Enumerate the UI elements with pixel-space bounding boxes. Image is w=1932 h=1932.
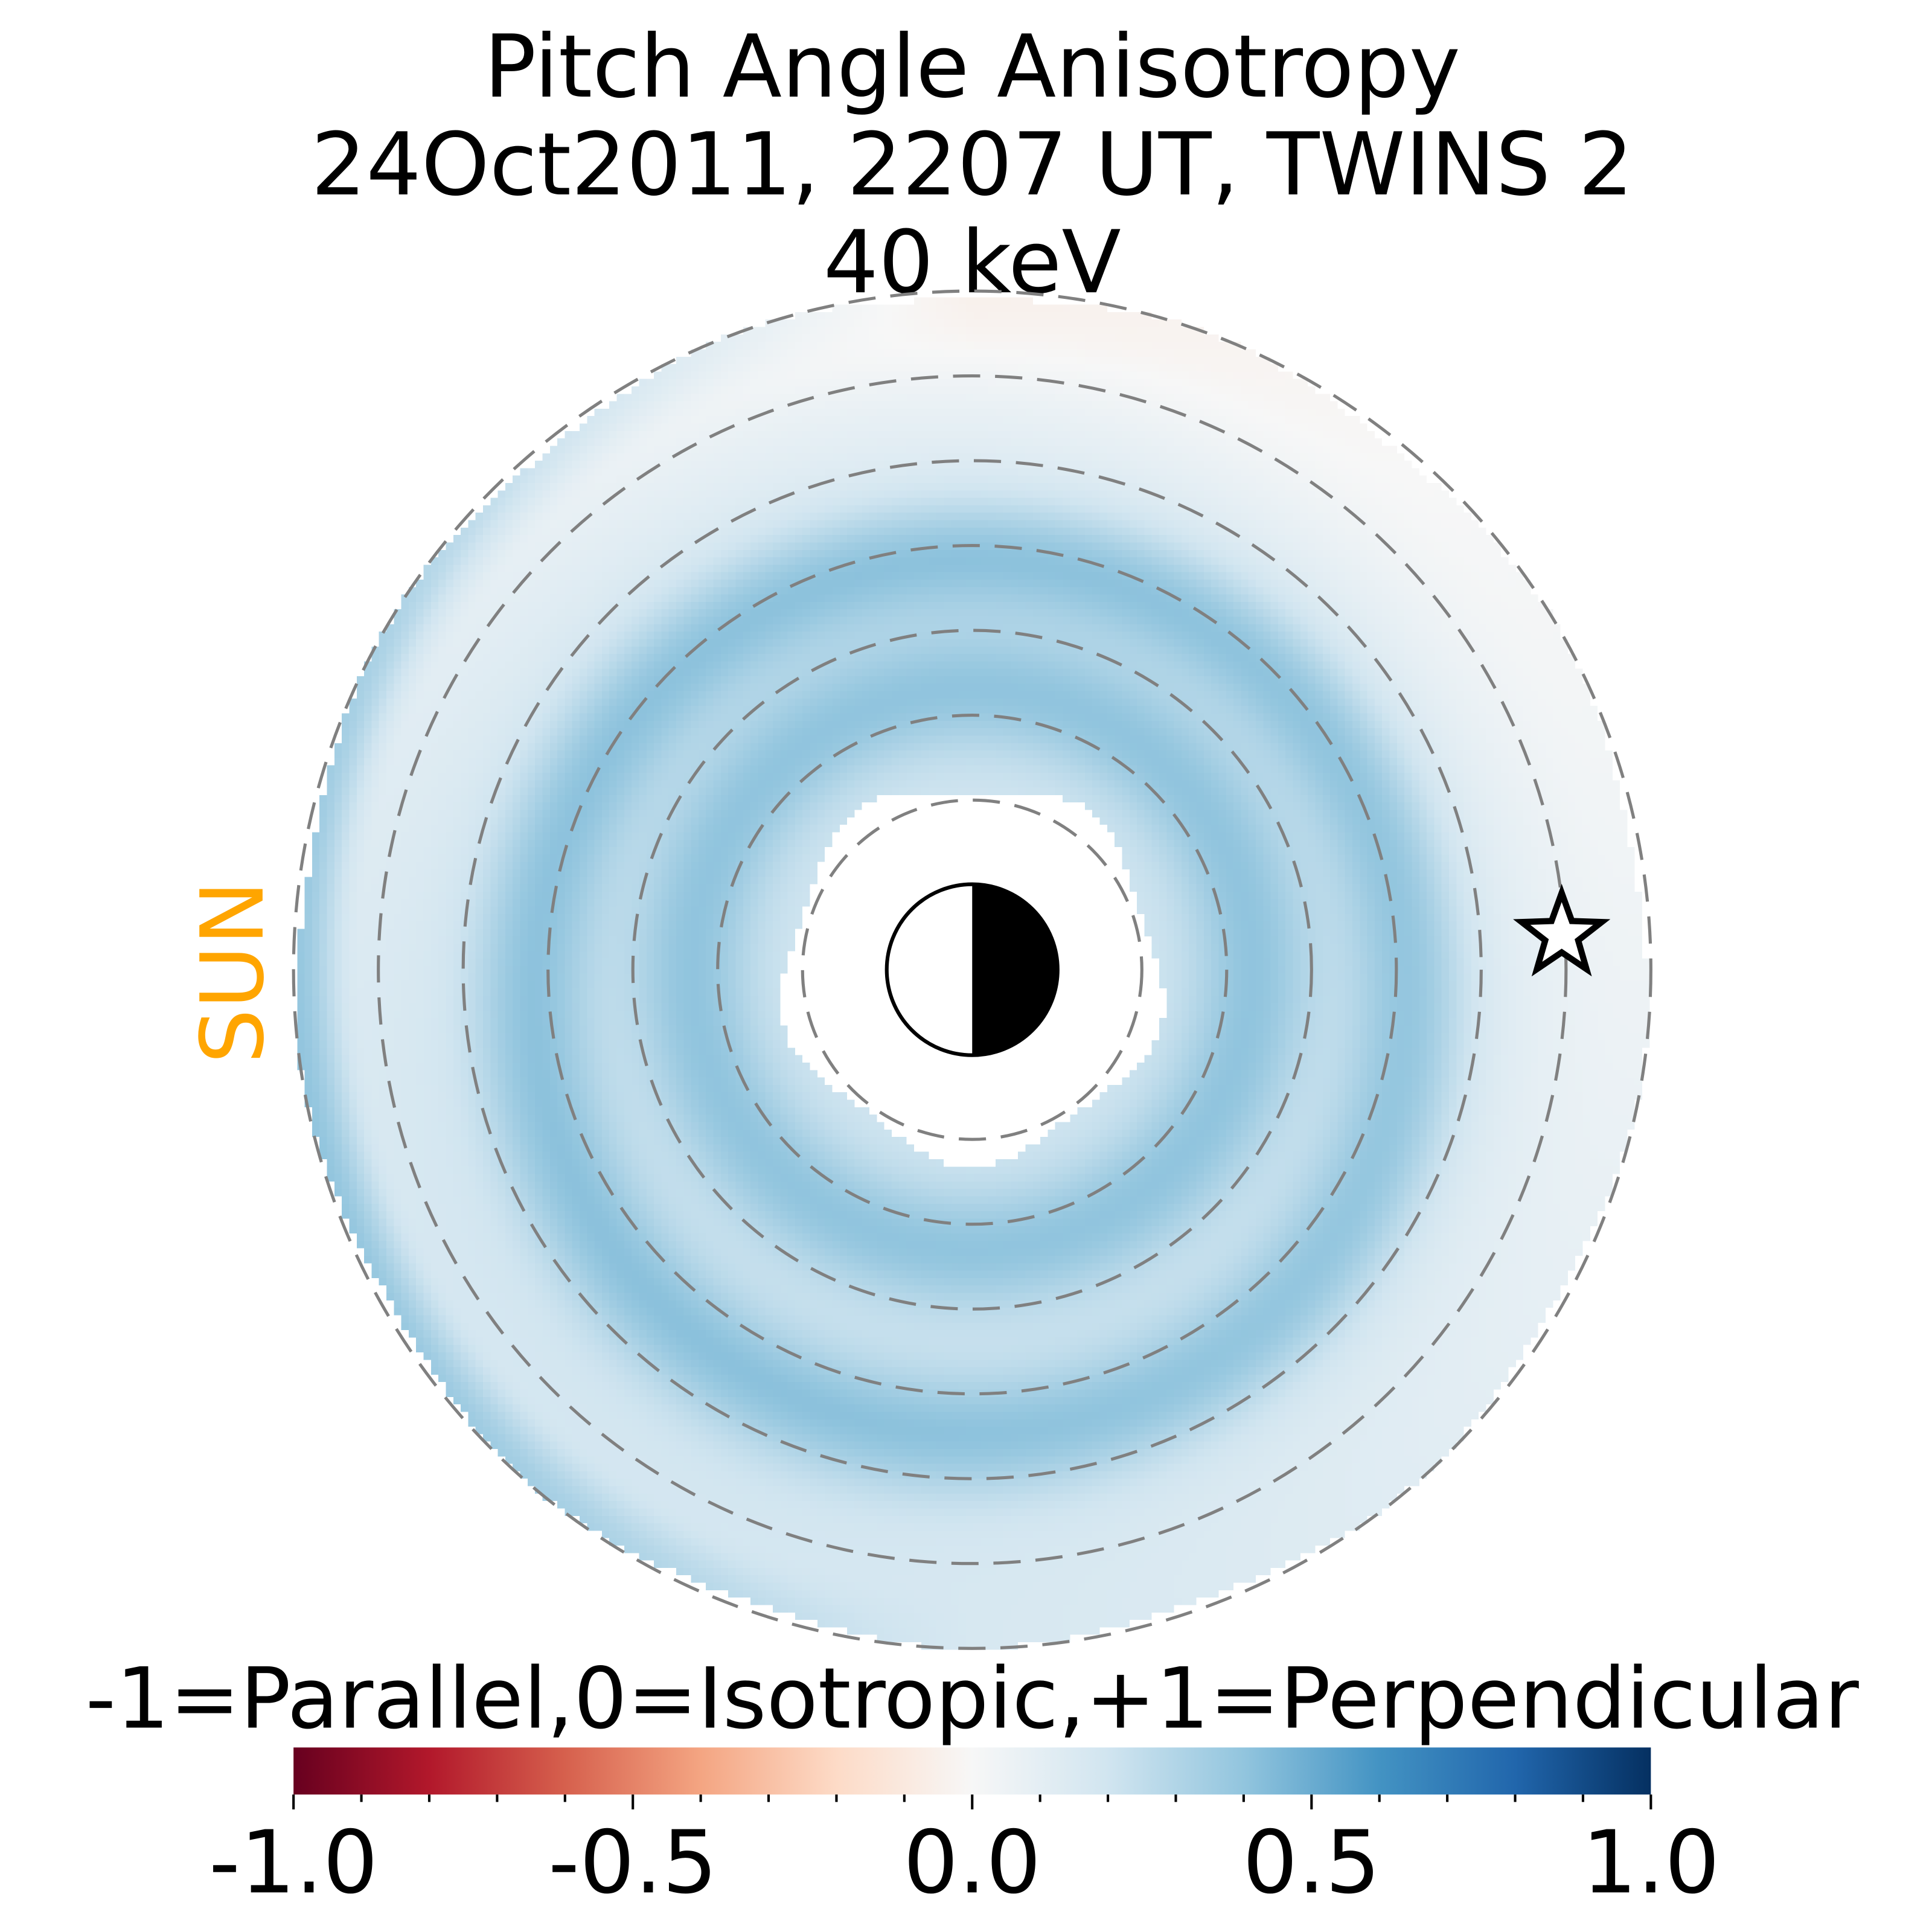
colorbar-tick-label: 0.5	[1243, 1812, 1380, 1913]
title-line-1: Pitch Angle Anisotropy	[484, 16, 1460, 117]
title-line-3: 40 keV	[824, 212, 1121, 313]
grid-circle	[461, 459, 1483, 1480]
title-line-2: 24Oct2011, 2207 UT, TWINS 2	[311, 114, 1633, 215]
colorbar-tick-label: -0.5	[548, 1812, 717, 1913]
radial-grid	[292, 289, 1652, 1650]
earth-icon	[884, 882, 1060, 1057]
star-icon	[1513, 883, 1611, 977]
sun-label: SUN	[182, 880, 283, 1064]
grid-circle	[716, 714, 1229, 1226]
colorbar-label: -1=Parallel,0=Isotropic,+1=Perpendicular	[86, 1650, 1860, 1748]
grid-circle	[546, 544, 1398, 1396]
colorbar-tick-label: -1.0	[209, 1812, 378, 1913]
colorbar	[293, 1747, 1651, 1795]
grid-circle	[377, 374, 1568, 1566]
colorbar-tick-label: 1.0	[1582, 1812, 1719, 1913]
grid-circle	[292, 289, 1652, 1650]
colorbar-tick-label: 0.0	[903, 1812, 1041, 1913]
grid-circle	[631, 629, 1313, 1311]
colorbar-ticks	[292, 1794, 1652, 1809]
grid-circle	[801, 798, 1144, 1141]
